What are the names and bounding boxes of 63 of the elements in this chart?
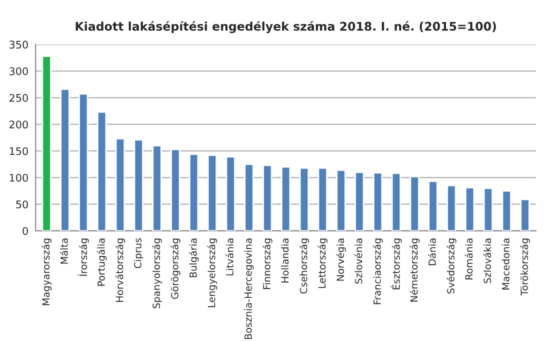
bar: [188, 153, 199, 231]
y-tick-label: 100: [10, 174, 28, 182]
bar: [446, 184, 456, 231]
bar: [262, 164, 272, 231]
y-tick-label: 300: [10, 67, 28, 76]
x-tick-label: Horvátország: [115, 238, 126, 302]
bar: [96, 111, 107, 231]
x-tick-label: Hollandia: [281, 238, 289, 282]
bar: [280, 166, 291, 231]
bar: [318, 167, 328, 231]
bar: [78, 93, 88, 231]
x-tick-label: Málta: [60, 238, 68, 264]
bar: [115, 138, 126, 231]
x-tick-label: Franciaország: [372, 238, 383, 304]
bar: [299, 167, 310, 231]
x-tick-label: Norvégia: [336, 238, 346, 281]
x-tick-label: Magyarország: [42, 238, 52, 306]
bar: [502, 190, 512, 231]
x-tick-label: Törökország: [520, 238, 530, 296]
x-tick-label: Németország: [410, 238, 420, 302]
x-tick-label: Macedonia: [502, 238, 510, 290]
y-tick-label: 0: [22, 227, 28, 235]
bar: [428, 180, 438, 231]
x-tick-label: Írország: [78, 238, 89, 276]
y-tick-label: 200: [9, 120, 28, 128]
x-tick-label: Bosznia-Hercegovina: [244, 238, 254, 340]
bar: [170, 148, 180, 231]
x-tick-label: Görögország: [170, 238, 180, 299]
bar: [354, 172, 364, 231]
x-tick-label: Csehország: [299, 238, 310, 294]
bar: [483, 188, 494, 231]
bar: [391, 172, 402, 231]
x-tick-label: Portugália: [96, 238, 107, 286]
chart-title: Kiadott lakásépítési engedélyek száma 2018. I. né. (2015=100): [76, 21, 496, 34]
x-tick-label: Finnország: [262, 238, 272, 289]
x-tick-label: Szlovákia: [483, 238, 492, 284]
x-tick-label: Bulgária: [188, 238, 199, 278]
bar: [60, 88, 70, 231]
y-tick-label: 150: [10, 147, 28, 156]
bar: [520, 198, 530, 231]
bar: [152, 144, 162, 231]
bar: [207, 154, 218, 231]
x-tick-label: Észtország: [390, 238, 402, 290]
x-tick-label: Litvánia: [226, 238, 234, 276]
bar: [336, 169, 346, 231]
bar: [244, 164, 254, 231]
bar: [372, 172, 383, 231]
y-tick-label: 50: [16, 200, 28, 208]
x-tick-label: Svédország: [446, 238, 456, 294]
x-tick-label: Szlovénia: [354, 238, 362, 284]
bar: [134, 139, 144, 231]
bar: [464, 187, 475, 231]
x-tick-label: Ciprus: [134, 238, 144, 268]
x-tick-label: Dánia: [428, 238, 436, 266]
y-tick-label: 250: [9, 94, 28, 102]
x-tick-label: Lengyelország: [207, 238, 218, 308]
y-tick-label: 350: [10, 40, 28, 49]
bar: [410, 176, 420, 231]
bar: [226, 156, 236, 231]
bar: [42, 55, 52, 231]
x-tick-label: Spanyolország: [152, 238, 162, 308]
x-tick-label: Románia: [464, 238, 473, 280]
x-tick-label: Lettország: [318, 238, 328, 288]
